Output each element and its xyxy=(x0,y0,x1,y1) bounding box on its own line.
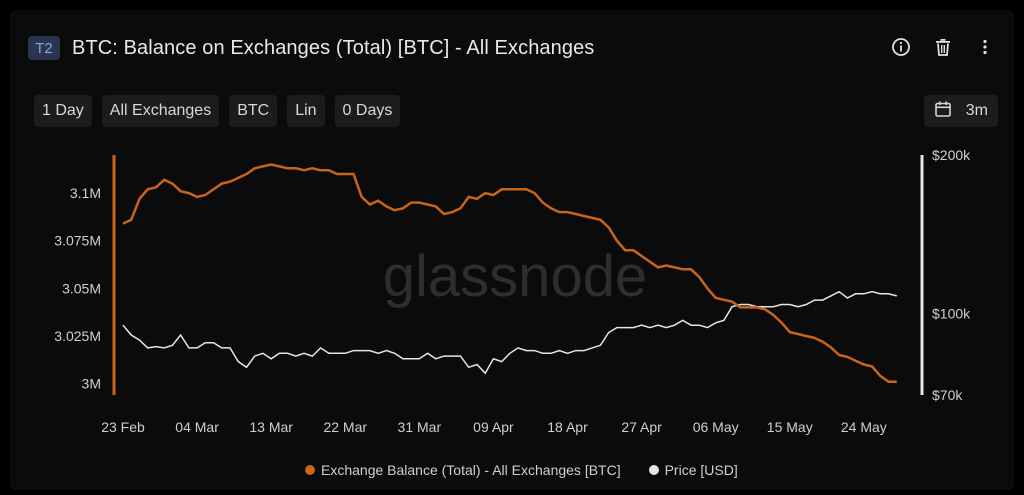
right-tick-label: $100k xyxy=(932,305,971,321)
chart-legend: Exchange Balance (Total) - All Exchanges… xyxy=(305,462,738,478)
right-tick-label: $70k xyxy=(932,387,963,403)
chart-header: T2 BTC: Balance on Exchanges (Total) [BT… xyxy=(28,28,594,68)
x-tick-label: 06 May xyxy=(693,419,739,435)
left-tick-label: 3.025M xyxy=(54,328,101,344)
x-tick-label: 15 May xyxy=(767,419,813,435)
chart-title: BTC: Balance on Exchanges (Total) [BTC] … xyxy=(72,36,595,59)
right-tick-label: $200k xyxy=(932,147,971,163)
x-tick-label: 04 Mar xyxy=(175,419,219,435)
x-tick-label: 09 Apr xyxy=(473,419,514,435)
legend-label-balance: Exchange Balance (Total) - All Exchanges… xyxy=(321,462,621,478)
left-tick-label: 3.075M xyxy=(54,233,101,249)
header-actions xyxy=(890,36,996,58)
balance-series-line xyxy=(122,163,897,383)
legend-item-balance[interactable]: Exchange Balance (Total) - All Exchanges… xyxy=(305,462,621,478)
price-series-line xyxy=(122,290,897,375)
asset-select[interactable]: BTC xyxy=(229,95,278,127)
info-icon[interactable] xyxy=(890,36,912,58)
chart-toolbar: 1 Day All Exchanges BTC Lin 0 Days xyxy=(34,95,401,127)
x-tick-label: 13 Mar xyxy=(249,419,293,435)
more-vertical-icon[interactable] xyxy=(974,36,996,58)
watermark: glassnode xyxy=(383,244,647,309)
x-tick-label: 27 Apr xyxy=(621,419,662,435)
legend-dot-price xyxy=(648,465,659,475)
x-tick-label: 24 May xyxy=(841,419,887,435)
x-tick-label: 18 Apr xyxy=(547,419,588,435)
range-selector[interactable]: 3m xyxy=(923,95,998,127)
left-tick-label: 3.05M xyxy=(62,280,101,296)
sma-select[interactable]: 0 Days xyxy=(334,95,401,127)
exchange-select[interactable]: All Exchanges xyxy=(101,95,220,127)
x-tick-label: 22 Mar xyxy=(323,419,367,435)
left-tick-label: 3.1M xyxy=(70,185,101,201)
x-tick-label: 23 Feb xyxy=(101,419,145,435)
trash-icon[interactable] xyxy=(932,36,954,58)
chart-panel xyxy=(10,10,1014,490)
scale-select[interactable]: Lin xyxy=(287,95,325,127)
calendar-icon xyxy=(934,100,952,123)
legend-label-price: Price [USD] xyxy=(664,462,738,478)
resolution-select[interactable]: 1 Day xyxy=(34,95,92,127)
legend-dot-balance xyxy=(305,465,315,475)
legend-item-price[interactable]: Price [USD] xyxy=(648,462,738,478)
range-label: 3m xyxy=(965,102,988,119)
x-tick-label: 31 Mar xyxy=(398,419,442,435)
tier-badge: T2 xyxy=(28,36,60,60)
left-tick-label: 3M xyxy=(82,376,101,392)
